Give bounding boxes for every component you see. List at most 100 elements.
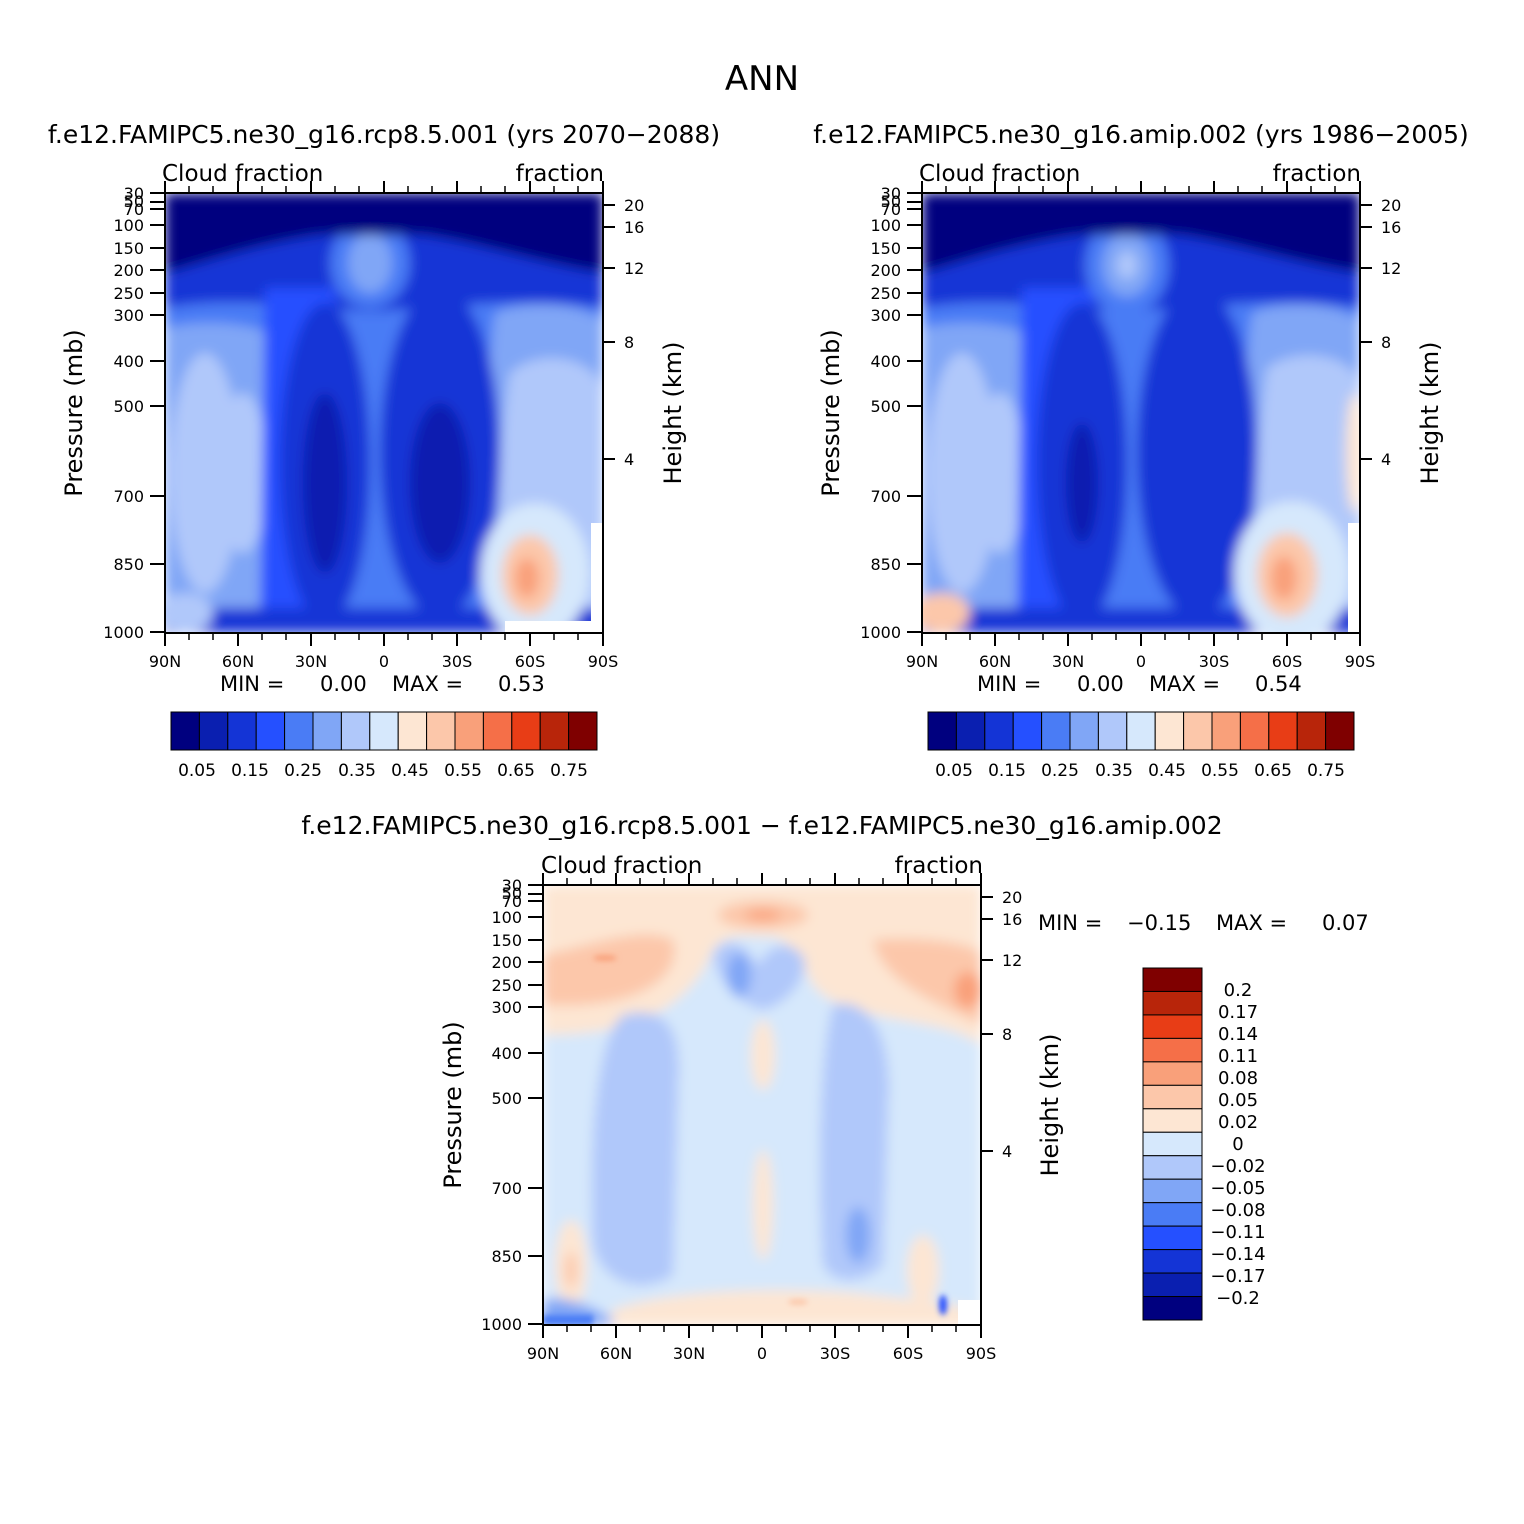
x-tick-labels: 90N 60N 30N 0 30S 60S 90S xyxy=(149,652,618,671)
colorbar-label: 0.14 xyxy=(1218,1024,1258,1045)
colorbar-swatch xyxy=(1296,711,1327,751)
y-tick-label: 400 xyxy=(113,352,144,371)
y-tick-label: 1000 xyxy=(481,1315,522,1334)
y2-tick-labels: 20 16 12 8 4 xyxy=(1002,888,1022,1161)
x-tick-label: 90S xyxy=(588,652,619,671)
y-tick-label: 850 xyxy=(113,555,144,574)
colorbar-label: −0.02 xyxy=(1210,1156,1265,1177)
x-tick-label: 90N xyxy=(906,652,938,671)
min-label: MIN = xyxy=(977,672,1041,696)
y-tick-label: 30 xyxy=(124,184,144,203)
y-tick-label: 700 xyxy=(491,1179,522,1198)
colorbar-swatch xyxy=(1268,711,1298,751)
colorbar-swatch xyxy=(1239,711,1270,751)
x-tick-label: 60S xyxy=(515,652,546,671)
colorbar-label: −0.08 xyxy=(1210,1200,1265,1221)
colorbar-label: 0.05 xyxy=(178,761,216,781)
x-tick-labels: 90N 60N 30N 0 30S 60S 90S xyxy=(906,652,1375,671)
colorbar-label: 0.2 xyxy=(1224,980,1253,1001)
y-tick-label: 400 xyxy=(870,352,901,371)
colorbar-label: 0.65 xyxy=(1254,761,1292,781)
y-tick-label: 50 xyxy=(881,192,901,211)
y-tick-label: 400 xyxy=(491,1044,522,1063)
y-tick-label: 850 xyxy=(870,555,901,574)
y2-tick-labels: 20 16 12 8 4 xyxy=(1381,196,1401,469)
colorbar-swatch xyxy=(1142,1131,1203,1157)
x-tick-label: 90N xyxy=(527,1344,559,1363)
colorbar: 0.05 0.15 0.25 0.35 0.45 0.55 0.65 0.75 xyxy=(170,711,598,781)
colorbar-label: 0.08 xyxy=(1218,1068,1258,1089)
x-ticks xyxy=(921,181,1361,646)
max-value: 0.53 xyxy=(498,672,545,696)
y-tick-label: 500 xyxy=(113,397,144,416)
y-tick-label: 700 xyxy=(870,487,901,506)
plot-frame xyxy=(528,873,993,1338)
y2-tick-label: 4 xyxy=(1002,1142,1012,1161)
panel-left-label: Cloud fraction xyxy=(541,853,702,879)
colorbar-swatch xyxy=(1325,711,1355,751)
colorbar-label: 0.35 xyxy=(338,761,376,781)
y-tick-label: 200 xyxy=(870,261,901,280)
colorbar-swatch xyxy=(1012,711,1043,751)
colorbar-swatch xyxy=(454,711,484,751)
y2-axis-label: Height (km) xyxy=(1036,1034,1064,1177)
colorbar-label: 0.15 xyxy=(231,761,269,781)
colorbar-label: 0.05 xyxy=(935,761,973,781)
y-tick-label: 250 xyxy=(870,284,901,303)
colorbar-label: 0.55 xyxy=(1201,761,1239,781)
x-tick-label: 90S xyxy=(966,1344,997,1363)
min-value: 0.00 xyxy=(1077,672,1124,696)
y2-tick-label: 12 xyxy=(1002,951,1022,970)
y-tick-label: 300 xyxy=(870,306,901,325)
x-tick-label: 60N xyxy=(222,652,254,671)
x-minor-ticks xyxy=(566,878,957,1332)
colorbar-swatch xyxy=(198,711,229,751)
y-tick-label: 1000 xyxy=(103,623,144,642)
y-tick-label: 150 xyxy=(113,239,144,258)
y-axis-label: Pressure (mb) xyxy=(817,329,845,496)
colorbar-label: 0.25 xyxy=(1041,761,1079,781)
panel-rcp85: f.e12.FAMIPC5.ne30_g16.rcp8.5.001 (yrs 2… xyxy=(48,120,720,781)
colorbar-swatch xyxy=(1097,711,1128,751)
colorbar-swatch xyxy=(1211,711,1241,751)
x-tick-labels: 90N 60N 30N 0 30S 60S 90S xyxy=(527,1344,996,1363)
x-tick-label: 60S xyxy=(893,1344,924,1363)
colorbar-swatches xyxy=(170,711,598,751)
colorbar-swatch xyxy=(1142,1084,1203,1110)
colorbar-swatch xyxy=(1142,1037,1203,1063)
colorbar-label: 0 xyxy=(1232,1134,1243,1155)
y-tick-label: 850 xyxy=(491,1247,522,1266)
colorbar-label: 0.17 xyxy=(1218,1002,1258,1023)
colorbar-swatch xyxy=(984,711,1014,751)
figure-title: ANN xyxy=(725,59,799,99)
colorbar-label: 0.25 xyxy=(284,761,322,781)
y-tick-label: 300 xyxy=(113,306,144,325)
y2-tick-label: 20 xyxy=(624,196,644,215)
y-tick-label: 150 xyxy=(491,931,522,950)
y2-tick-label: 16 xyxy=(1002,910,1022,929)
panel-left-label: Cloud fraction xyxy=(162,161,323,187)
plot-frame xyxy=(150,181,615,646)
colorbar-swatch xyxy=(1142,1202,1203,1227)
colorbar-label: 0.45 xyxy=(391,761,429,781)
colorbar-swatch xyxy=(539,711,570,751)
colorbar-label: 0.75 xyxy=(1307,761,1345,781)
y-tick-label: 700 xyxy=(113,487,144,506)
y-tick-label: 100 xyxy=(870,216,901,235)
x-tick-label: 30N xyxy=(673,1344,705,1363)
x-tick-label: 60S xyxy=(1272,652,1303,671)
x-tick-label: 30N xyxy=(295,652,327,671)
y-tick-label: 500 xyxy=(870,397,901,416)
colorbar-swatch xyxy=(482,711,513,751)
y2-tick-labels: 20 16 12 8 4 xyxy=(624,196,644,469)
y2-tick-label: 4 xyxy=(1381,450,1391,469)
y2-axis-label: Height (km) xyxy=(659,342,687,485)
x-minor-ticks xyxy=(188,186,579,640)
panel-difference: f.e12.FAMIPC5.ne30_g16.rcp8.5.001 − f.e1… xyxy=(301,811,1368,1363)
min-max-readout: MIN = −0.15 MAX = 0.07 xyxy=(1038,911,1369,935)
contour-field xyxy=(922,193,1360,633)
y2-tick-label: 12 xyxy=(624,259,644,278)
y-tick-label: 50 xyxy=(124,192,144,211)
y-tick-label: 250 xyxy=(113,284,144,303)
colorbar-label: 0.05 xyxy=(1218,1090,1258,1111)
